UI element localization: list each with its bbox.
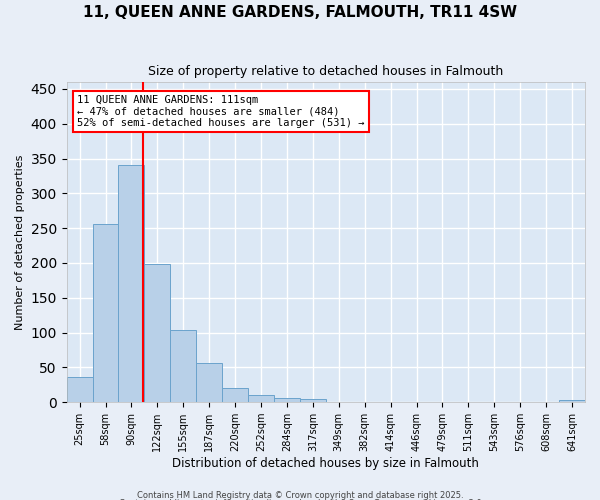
Bar — [67, 377, 92, 402]
Bar — [92, 224, 118, 402]
Text: Contains public sector information licensed under the Open Government Licence v3: Contains public sector information licen… — [119, 499, 481, 500]
Bar — [145, 264, 170, 402]
Y-axis label: Number of detached properties: Number of detached properties — [15, 154, 25, 330]
Bar — [300, 400, 326, 402]
Bar — [196, 362, 222, 402]
Title: Size of property relative to detached houses in Falmouth: Size of property relative to detached ho… — [148, 65, 503, 78]
Text: Contains HM Land Registry data © Crown copyright and database right 2025.: Contains HM Land Registry data © Crown c… — [137, 490, 463, 500]
Bar — [118, 166, 145, 402]
Text: 11 QUEEN ANNE GARDENS: 111sqm
← 47% of detached houses are smaller (484)
52% of : 11 QUEEN ANNE GARDENS: 111sqm ← 47% of d… — [77, 95, 365, 128]
X-axis label: Distribution of detached houses by size in Falmouth: Distribution of detached houses by size … — [172, 457, 479, 470]
Bar — [274, 398, 300, 402]
Bar — [170, 330, 196, 402]
Bar — [222, 388, 248, 402]
Bar — [559, 400, 585, 402]
Text: 11, QUEEN ANNE GARDENS, FALMOUTH, TR11 4SW: 11, QUEEN ANNE GARDENS, FALMOUTH, TR11 4… — [83, 5, 517, 20]
Bar — [248, 396, 274, 402]
